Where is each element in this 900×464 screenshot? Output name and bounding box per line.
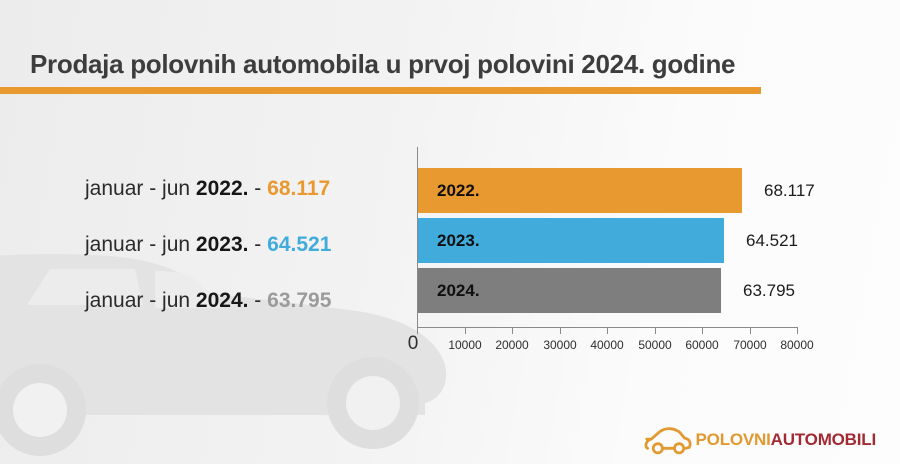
summary-period: januar - jun: [85, 289, 196, 312]
summary-value: 68.117: [267, 177, 331, 200]
bar-value-label: 64.521: [746, 231, 798, 250]
logo-text-polovni: POLOVNI: [695, 430, 771, 449]
axis-tick-label: 50000: [638, 338, 672, 352]
summary-separator: -: [248, 289, 268, 312]
bar-category-label: 2022.: [437, 180, 480, 200]
chart-bar-2022: 2022.: [418, 168, 742, 213]
axis-tick: [797, 328, 798, 334]
bar-value-label: 63.795: [743, 281, 795, 300]
summary-item: januar - jun 2023. - 64.521: [85, 233, 331, 261]
summary-year: 2022.: [195, 177, 249, 200]
summary-value: 64.521: [267, 233, 332, 256]
car-logo-icon: [644, 427, 691, 455]
axis-tick: [702, 328, 703, 334]
summary-period: januar - jun: [85, 233, 196, 256]
chart-plot: 2022. 68.117 2023. 64.521 2024. 63.795: [417, 147, 815, 328]
chart-bar-2024: 2024.: [418, 268, 721, 313]
axis-tick: [607, 328, 608, 334]
summary-separator: -: [248, 233, 268, 256]
brand-logo: POLOVNIAUTOMOBILI: [644, 424, 876, 456]
car-wheel-hub: [13, 383, 67, 437]
axis-tick-label: 80000: [780, 338, 814, 352]
x-axis: 0 10000 20000 30000 40000 50000 60000 70000 8000…: [408, 328, 814, 364]
axis-tick: [512, 328, 513, 334]
page-title: Prodaja polovnih automobila u prvoj polo…: [30, 49, 736, 79]
axis-tick: [750, 328, 751, 334]
summary-item: januar - jun 2022. - 68.117: [85, 177, 331, 205]
summary-year: 2024.: [195, 289, 249, 312]
axis-tick-label: 30000: [543, 338, 577, 352]
summary-period: januar - jun: [85, 177, 196, 200]
axis-tick-label: 0: [407, 333, 419, 354]
car-window-shape: [155, 270, 223, 308]
chart-bar-2023: 2023.: [418, 218, 724, 263]
axis-tick: [560, 328, 561, 334]
bar-value-label: 68.117: [764, 181, 815, 200]
car-window-shape: [27, 269, 143, 305]
summary-value: 63.795: [267, 289, 332, 312]
axis-tick-label: 60000: [685, 338, 719, 352]
summary-item: januar - jun 2024. - 63.795: [85, 289, 331, 317]
summary-list: januar - jun 2022. - 68.117 januar - jun …: [85, 177, 331, 345]
bar-category-label: 2023.: [437, 230, 480, 250]
axis-tick: [417, 328, 418, 334]
title-divider: [0, 87, 761, 94]
axis-tick-label: 20000: [495, 338, 529, 352]
axis-tick-label: 10000: [448, 338, 482, 352]
axis-tick: [465, 328, 466, 334]
logo-text-automobili: AUTOMOBILI: [770, 430, 877, 449]
summary-year: 2023.: [195, 233, 249, 256]
bar-category-label: 2024.: [437, 280, 480, 300]
axis-tick-label: 70000: [733, 338, 767, 352]
summary-separator: -: [248, 177, 268, 200]
axis-tick-label: 40000: [590, 338, 624, 352]
car-wheel-hub: [346, 376, 400, 430]
axis-tick: [655, 328, 656, 334]
car-silhouette-watermark: [0, 254, 447, 456]
